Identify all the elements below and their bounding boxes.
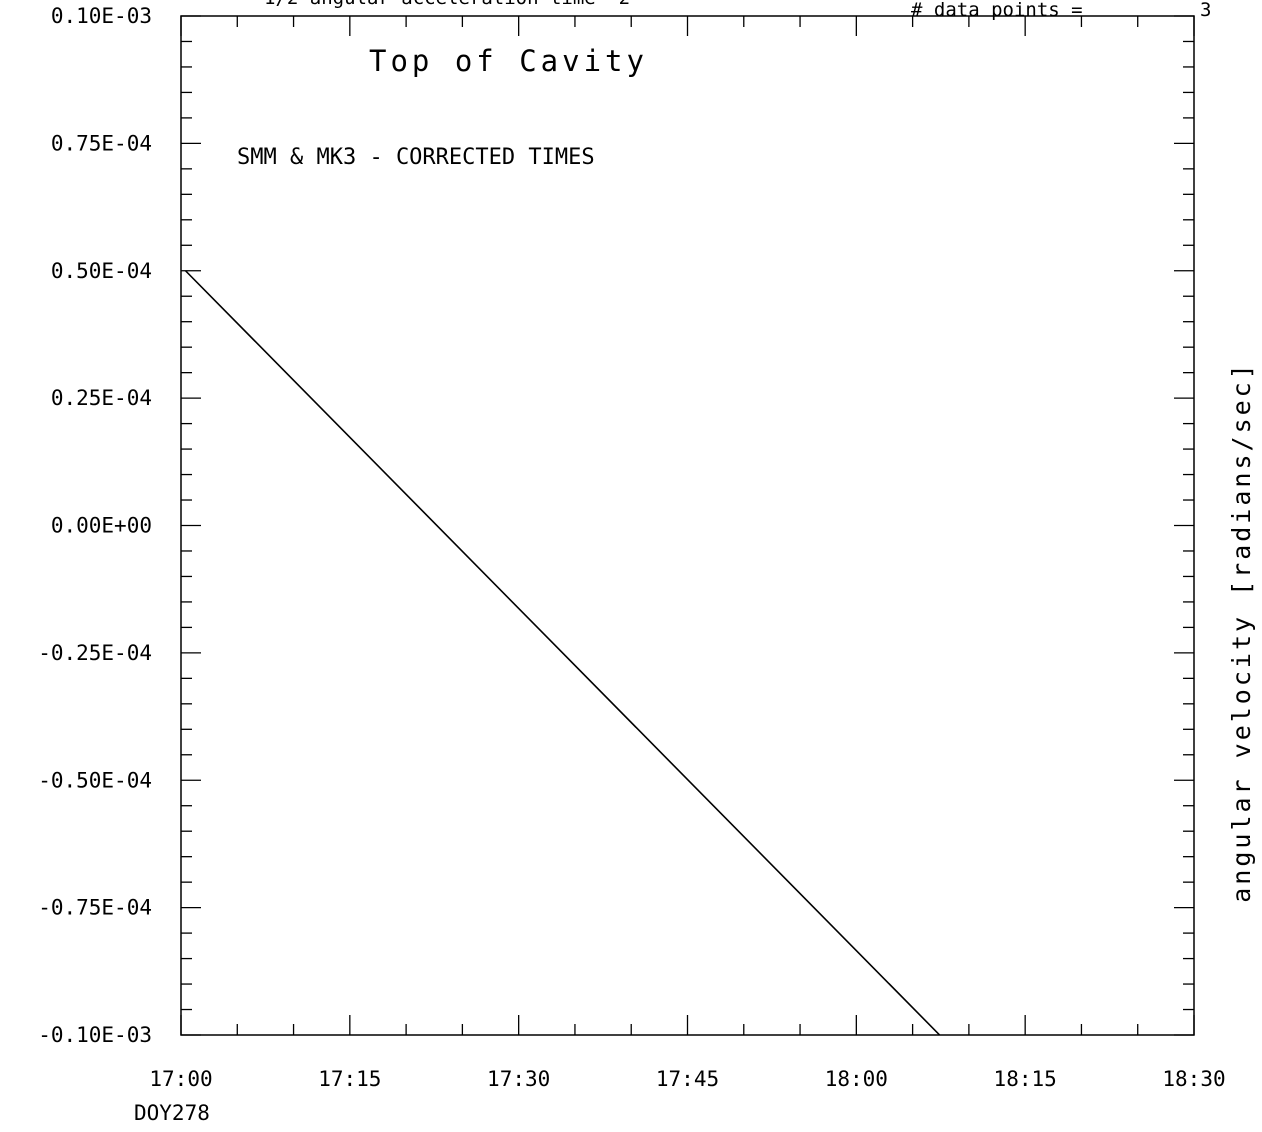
y-tick-label: 0.00E+00: [51, 514, 152, 538]
x-tick-label: 17:00: [149, 1067, 212, 1091]
x-tick-label: 18:15: [994, 1067, 1057, 1091]
y-tick-label: -0.25E-04: [38, 641, 152, 665]
y-tick-label: 0.50E-04: [51, 259, 152, 283]
y-tick-label: 0.10E-03: [51, 4, 152, 28]
y-tick-label: -0.50E-04: [38, 768, 152, 792]
x-tick-label: 18:30: [1162, 1067, 1225, 1091]
x-tick-label: 17:15: [318, 1067, 381, 1091]
y-axis-label: angular velocity [radians/sec]: [1227, 361, 1256, 903]
plot-subtitle: SMM & MK3 - CORRECTED TIMES: [237, 145, 595, 170]
chart-header-title: 1/2 angular acceleration*time**2: [264, 0, 630, 9]
series-group: [186, 271, 940, 1035]
series-line: [186, 271, 940, 1035]
y-tick-label: -0.75E-04: [38, 896, 152, 920]
x-tick-label: 18:00: [825, 1067, 888, 1091]
x-axis-ticks: 17:00 17:15 17:30 17:45 18:00 18:15 18:30: [149, 16, 1225, 1091]
x-tick-label: 17:45: [656, 1067, 719, 1091]
plot-title: Top of Cavity: [369, 44, 648, 78]
data-points-label: # data points =: [911, 0, 1083, 21]
y-tick-label: -0.10E-03: [38, 1023, 152, 1047]
x-tick-label: 17:30: [487, 1067, 550, 1091]
y-axis-ticks: 0.10E-03 0.75E-04 0.50E-04 0.25E-04 0.00E+00…: [38, 4, 1194, 1047]
x-axis-label: DOY278: [134, 1101, 210, 1125]
y-tick-label: 0.75E-04: [51, 131, 152, 155]
data-points-value: 3: [1200, 0, 1211, 21]
y-tick-label: 0.25E-04: [51, 386, 152, 410]
